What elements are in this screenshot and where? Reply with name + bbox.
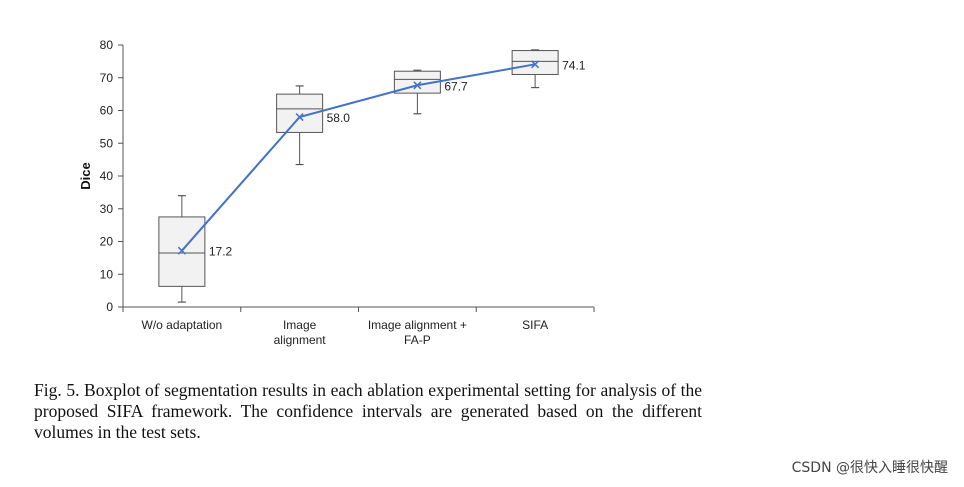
y-tick-label: 0 (106, 300, 113, 314)
mean-marker (295, 113, 304, 122)
box-body (511, 50, 559, 75)
y-tick-label: 30 (100, 202, 114, 216)
boxplot-chart: 0 10 20 30 40 50 60 70 80 Dice W/o adaptation Image… (78, 38, 595, 347)
y-tick-label: 70 (100, 71, 114, 85)
y-tick-label: 10 (100, 267, 114, 281)
x-category-label: alignment (274, 333, 327, 347)
y-tick-label: 80 (100, 38, 114, 52)
mean-value-label: 17.2 (209, 245, 233, 259)
chart-labels: 0 10 20 30 40 50 60 70 80 Dice W/o adaptation Image… (78, 38, 586, 347)
mean-value-label: 67.7 (444, 79, 468, 93)
mean-value-label: 74.1 (562, 58, 586, 72)
box-body (276, 93, 324, 133)
y-tick-label: 40 (100, 169, 114, 183)
x-category-label: FA-P (404, 333, 431, 347)
mean-trend-line (181, 63, 536, 252)
y-tick-label: 20 (100, 235, 114, 249)
mean-value-label: 58.0 (327, 111, 351, 125)
mean-marker (177, 246, 186, 255)
figure-caption: Fig. 5. Boxplot of segmentation results … (34, 380, 702, 442)
y-tick-label: 60 (100, 104, 114, 118)
chart-boxes (158, 49, 559, 303)
watermark: CSDN @很快入睡很快醒 (791, 460, 948, 476)
y-tick-label: 50 (100, 136, 114, 150)
mean-marker (413, 81, 422, 90)
y-axis-label: Dice (78, 162, 93, 189)
chart-mean-line (177, 60, 540, 255)
x-category-label: W/o adaptation (142, 318, 223, 332)
x-category-label: Image alignment + (368, 318, 467, 332)
mean-marker (531, 60, 540, 69)
x-category-label: SIFA (522, 318, 548, 332)
x-category-label: Image (283, 318, 317, 332)
chart-axes (118, 44, 595, 312)
